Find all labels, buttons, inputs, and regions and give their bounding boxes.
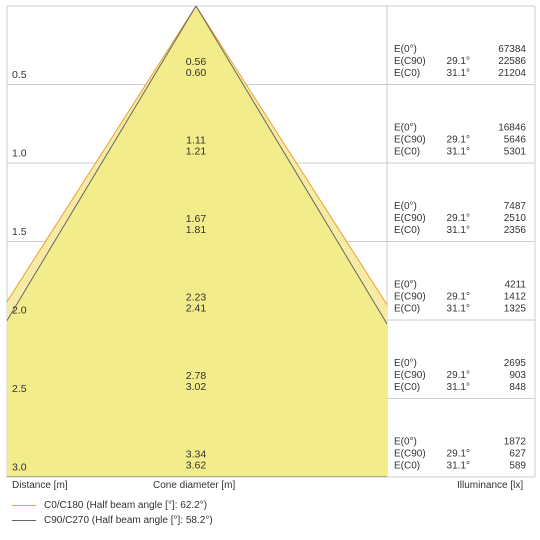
illuminance-label: E(C90) [394,370,426,381]
illuminance-value: 22586 [498,56,526,67]
illuminance-label: E(C0) [394,68,420,79]
distance-value: 3.0 [12,462,27,474]
illuminance-label: E(C0) [394,382,420,393]
illuminance-label: E(C90) [394,292,426,303]
legend-c90: C90/C270 (Half beam angle [°]: 58.2°) [12,515,213,526]
cone-diameter-c90: 1.11 [186,135,206,147]
distance-value: 0.5 [12,69,27,81]
row-labels: 0.5 0.560.60 E(0°) 67384 E(C90) 29.1° 22586 E(C… [12,44,526,474]
illuminance-value: 903 [509,370,526,381]
illuminance-angle: 31.1° [447,461,470,472]
legend-c0-line [12,505,36,506]
illuminance-label: E(C90) [394,449,426,460]
illuminance-value: 67384 [498,44,526,55]
illuminance-label: E(C0) [394,225,420,236]
illuminance-angle: 31.1° [447,225,470,236]
illuminance-label: E(C90) [394,213,426,224]
illuminance-value: 848 [509,382,526,393]
cone-diameter-c90: 1.67 [186,213,207,225]
illuminance-angle: 31.1° [447,147,470,158]
illuminance-label: E(C90) [394,135,426,146]
illuminance-label: E(0°) [394,44,417,55]
illuminance-angle: 29.1° [447,449,470,460]
illuminance-label: E(0°) [394,437,417,448]
illuminance-value: 16846 [498,123,526,134]
cone-diameter-c0: 2.41 [186,303,207,315]
distance-value: 2.5 [12,383,27,395]
illuminance-value: 5646 [504,135,527,146]
cone-diameter-c0: 0.60 [186,67,207,79]
legend-c90-text: C90/C270 (Half beam angle [°]: 58.2°) [44,515,213,526]
illuminance-value: 589 [509,461,526,472]
cone-diameter-axis-label: Cone diameter [m] [153,480,236,491]
light-cone-diagram: 0.5 0.560.60 E(0°) 67384 E(C90) 29.1° 22586 E(C… [6,5,536,478]
distance-value: 2.0 [12,305,27,317]
illuminance-value: 627 [509,449,526,460]
illuminance-label: E(0°) [394,280,417,291]
illuminance-angle: 29.1° [447,370,470,381]
cone-diameter-c0: 3.02 [186,381,207,393]
cone-diameter-c90: 0.56 [186,56,207,68]
illuminance-value: 4211 [504,280,526,291]
legend-c90-line [12,520,36,521]
cone-diameter-c0: 1.81 [186,224,207,236]
illuminance-value: 1412 [504,292,527,303]
illuminance-angle: 29.1° [447,213,470,224]
illuminance-angle: 31.1° [447,382,470,393]
light-cones [7,6,387,477]
illuminance-value: 2356 [504,225,527,236]
illuminance-value: 1325 [504,304,527,315]
cone-diameter-c0: 3.62 [186,460,207,472]
illuminance-label: E(C0) [394,304,420,315]
illuminance-label: E(C90) [394,56,426,67]
illuminance-angle: 31.1° [447,304,470,315]
cone-c90-group [7,6,387,477]
illuminance-axis-label: Illuminance [lx] [457,480,524,491]
illuminance-angle: 29.1° [447,56,470,67]
legend-c0-text: C0/C180 (Half beam angle [°]: 62.2°) [44,500,208,511]
distance-value: 1.0 [12,148,27,160]
illuminance-angle: 29.1° [447,135,470,146]
distance-value: 1.5 [12,226,27,238]
illuminance-label: E(0°) [394,123,417,134]
illuminance-value: 5301 [504,147,527,158]
illuminance-value: 7487 [504,201,527,212]
illuminance-value: 2510 [504,213,527,224]
illuminance-value: 1872 [504,437,527,448]
illuminance-label: E(C0) [394,461,420,472]
cone-diameter-c0: 1.21 [186,146,207,158]
cone-c90 [7,6,387,477]
cone-diameter-c90: 3.34 [186,449,207,461]
illuminance-label: E(0°) [394,201,417,212]
cone-diameter-c90: 2.23 [186,292,207,304]
distance-axis-label: Distance [m] [12,480,68,491]
illuminance-label: E(0°) [394,358,417,369]
illuminance-value: 21204 [498,68,526,79]
cone-diameter-c90: 2.78 [186,370,207,382]
illuminance-label: E(C0) [394,147,420,158]
legend-c0: C0/C180 (Half beam angle [°]: 62.2°) [12,500,207,511]
illuminance-angle: 29.1° [447,292,470,303]
illuminance-angle: 31.1° [447,68,470,79]
illuminance-value: 2695 [504,358,527,369]
